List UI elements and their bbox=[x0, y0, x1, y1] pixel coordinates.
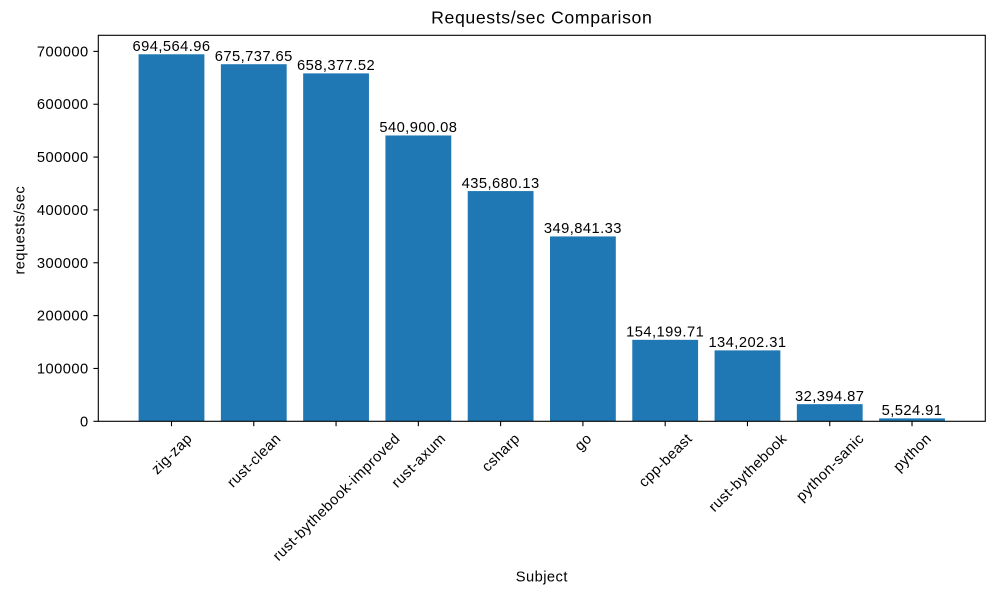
svg-text:Subject: Subject bbox=[516, 569, 568, 585]
svg-text:700000: 700000 bbox=[37, 44, 89, 60]
svg-text:500000: 500000 bbox=[37, 150, 89, 166]
svg-text:200000: 200000 bbox=[37, 309, 89, 325]
svg-text:435,680.13: 435,680.13 bbox=[462, 176, 540, 192]
svg-text:154,199.71: 154,199.71 bbox=[626, 325, 704, 341]
svg-text:300000: 300000 bbox=[37, 256, 89, 272]
svg-text:32,394.87: 32,394.87 bbox=[795, 389, 864, 405]
svg-text:5,524.91: 5,524.91 bbox=[882, 403, 943, 419]
svg-text:requests/sec: requests/sec bbox=[12, 186, 28, 275]
svg-text:600000: 600000 bbox=[37, 97, 89, 113]
svg-text:694,564.96: 694,564.96 bbox=[132, 39, 210, 55]
svg-text:658,377.52: 658,377.52 bbox=[297, 58, 375, 74]
svg-text:0: 0 bbox=[80, 414, 89, 430]
svg-text:400000: 400000 bbox=[37, 203, 89, 219]
svg-text:134,202.31: 134,202.31 bbox=[708, 335, 786, 351]
svg-text:349,841.33: 349,841.33 bbox=[544, 221, 622, 237]
svg-text:675,737.65: 675,737.65 bbox=[215, 49, 293, 65]
svg-text:Requests/sec Comparison: Requests/sec Comparison bbox=[431, 8, 652, 28]
svg-text:100000: 100000 bbox=[37, 361, 89, 377]
svg-text:540,900.08: 540,900.08 bbox=[379, 120, 457, 136]
